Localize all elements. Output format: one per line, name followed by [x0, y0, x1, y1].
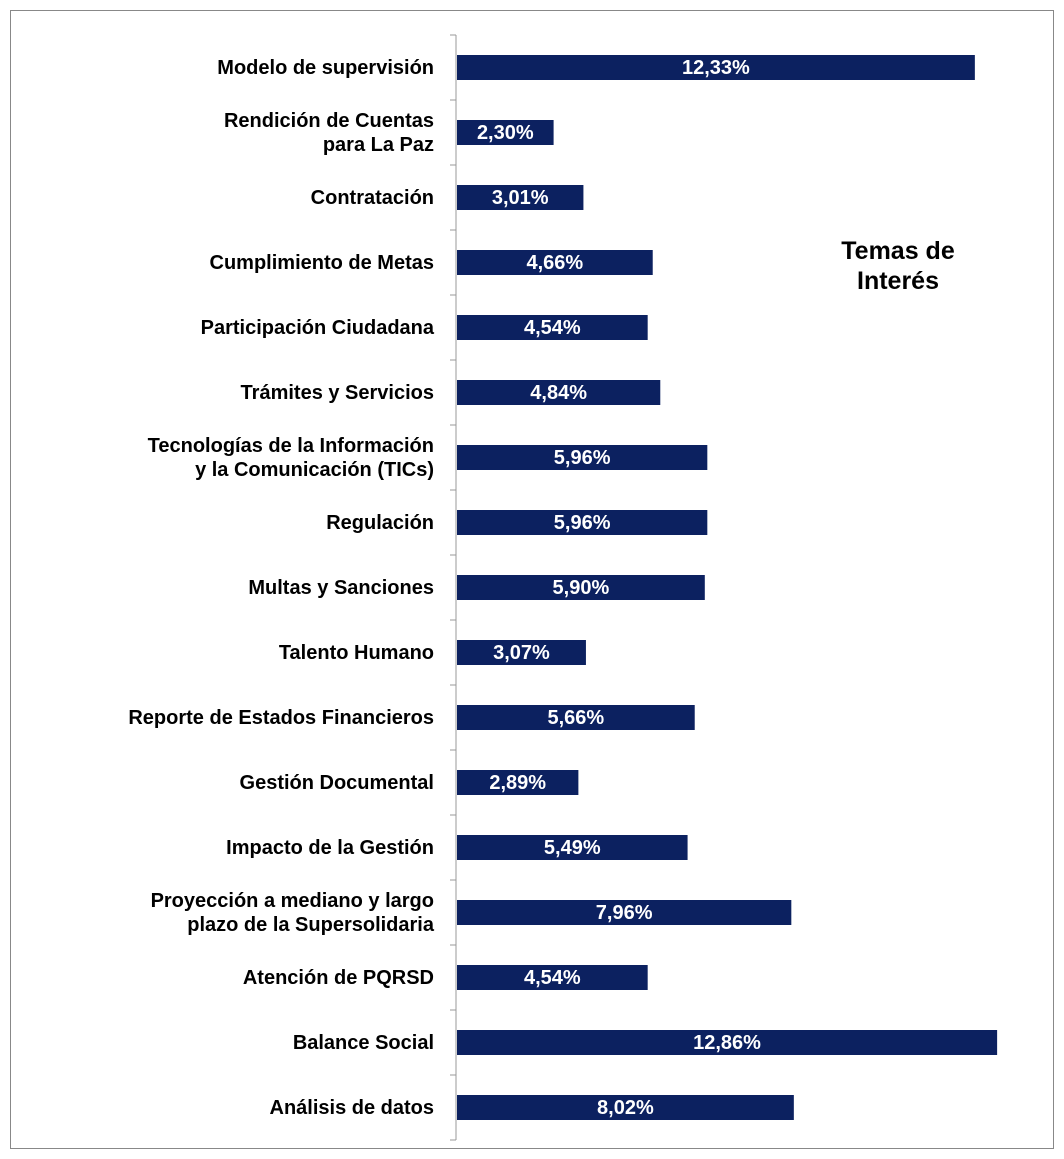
- value-label: 4,54%: [524, 967, 581, 989]
- category-label: Trámites y Servicios: [240, 381, 434, 404]
- bar: [457, 575, 705, 600]
- value-label: 5,49%: [544, 837, 601, 859]
- category-label: Análisis de datos: [269, 1096, 435, 1119]
- bar: [457, 640, 586, 665]
- category-label: Balance Social: [292, 1031, 434, 1054]
- value-label: 5,96%: [554, 447, 611, 469]
- value-label: 4,66%: [527, 252, 584, 274]
- chart-frame: [10, 10, 1054, 1149]
- bar: [457, 965, 648, 990]
- value-label: 7,96%: [596, 902, 653, 924]
- category-label: Reporte de Estados Financieros: [128, 706, 434, 729]
- category-label: Atención de PQRSD: [242, 966, 434, 989]
- category-label: Modelo de supervisión: [217, 56, 434, 79]
- value-label: 2,30%: [477, 122, 534, 144]
- value-label: 12,86%: [693, 1032, 761, 1054]
- category-label: Tecnologías de la Información y la Comun…: [147, 434, 434, 481]
- category-label: Multas y Sanciones: [248, 576, 434, 599]
- bar: [457, 1030, 998, 1055]
- bar: [457, 315, 648, 340]
- category-label: Rendición de Cuentas para La Paz: [223, 109, 434, 156]
- category-label: Talento Humano: [278, 641, 434, 664]
- value-label: 4,54%: [524, 317, 581, 339]
- category-label: Contratación: [310, 186, 434, 209]
- value-label: 5,66%: [548, 707, 605, 729]
- value-label: 8,02%: [597, 1097, 654, 1119]
- category-label: Gestión Documental: [239, 771, 434, 794]
- value-label: 3,07%: [493, 642, 550, 664]
- value-label: 4,84%: [530, 382, 587, 404]
- bar: [457, 380, 661, 405]
- bar: [457, 120, 554, 145]
- bar: [457, 250, 653, 275]
- category-label: Cumplimiento de Metas: [209, 251, 434, 274]
- bar: [457, 1095, 794, 1120]
- bar: [457, 705, 695, 730]
- category-label: Participación Ciudadana: [200, 316, 434, 339]
- bar: [457, 445, 708, 470]
- category-label: Regulación: [326, 511, 434, 534]
- bar: [457, 835, 688, 860]
- value-label: 5,90%: [553, 577, 610, 599]
- category-label: Proyección a mediano y largo plazo de la…: [150, 889, 434, 936]
- annotation: Temas de Interés: [841, 237, 955, 295]
- value-label: 5,96%: [554, 512, 611, 534]
- bar: [457, 770, 579, 795]
- value-label: 2,89%: [489, 772, 546, 794]
- bar: [457, 510, 708, 535]
- category-label: Impacto de la Gestión: [226, 836, 434, 859]
- bar: [457, 185, 584, 210]
- bar: [457, 55, 975, 80]
- value-label: 12,33%: [682, 57, 750, 79]
- bar: [457, 900, 792, 925]
- value-label: 3,01%: [492, 187, 549, 209]
